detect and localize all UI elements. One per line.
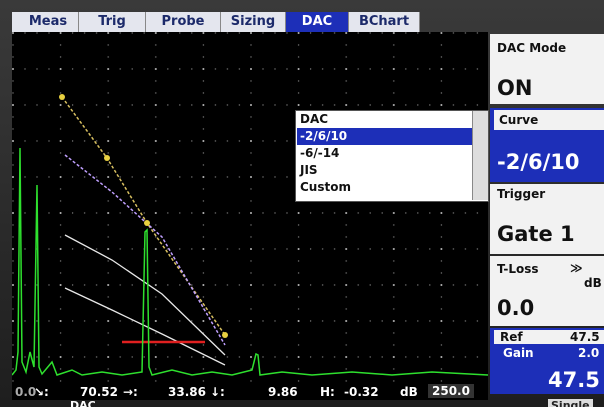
value: 2.0 [578,346,600,360]
arrow: ≫ [570,261,583,275]
status-bar [12,384,488,400]
reading-label: ↓: [210,385,225,399]
reading-value: -0.32 [344,385,379,399]
range-end: 250.0 [428,384,474,398]
label: T-Loss [497,262,539,276]
reading-label: ↘: [34,385,49,399]
tab[interactable]: BChart [349,12,420,32]
range-start: 0.0 [15,385,37,399]
reading-unit: dB [400,385,418,399]
value: -2/6/10 [497,150,580,174]
value: 47.5 [570,330,600,344]
reading-value: 9.86 [268,385,298,399]
tab[interactable]: Trig [79,12,146,32]
dropdown-option[interactable]: JIS [300,163,318,177]
label: Curve [499,113,539,127]
value: 0.0 [497,296,535,320]
a-scan [12,32,488,384]
label: DAC Mode [497,41,567,55]
t-loss-section[interactable] [490,256,604,326]
reading-label: H: [320,385,335,399]
unit: dB [584,276,602,290]
dropdown-option[interactable]: -6/-14 [300,146,340,160]
dac-points [59,94,228,338]
dac-curve [64,287,226,366]
trigger-section[interactable] [490,184,604,254]
ref-bg [494,330,604,344]
reading-label: →: [123,385,138,399]
dropdown-title: DAC [300,112,329,126]
signal [12,147,488,376]
dropdown-option[interactable]: -2/6/10 [297,128,474,145]
label: Trigger [497,187,546,201]
value: 47.5 [548,368,600,392]
label: Ref [500,330,523,344]
footer-scan[interactable]: Single [548,399,593,407]
value: Gate 1 [497,222,575,246]
scrollbar[interactable] [472,111,488,200]
tab[interactable]: Meas [18,12,79,32]
footer-mode: DAC [70,399,96,407]
dac-mode-section[interactable] [490,34,604,104]
grid [12,32,488,384]
dac-curve [64,234,226,356]
value: ON [497,76,533,100]
tab[interactable]: Probe [146,12,221,32]
reading-value: 33.86 [168,385,206,399]
label: Gain [503,346,534,360]
tab[interactable]: DAC [286,12,349,32]
tab[interactable]: Sizing [221,12,286,32]
reading-value: 70.52 [80,385,118,399]
dropdown[interactable] [295,110,489,202]
label-bg [494,110,604,130]
dropdown-option[interactable]: Custom [300,180,351,194]
